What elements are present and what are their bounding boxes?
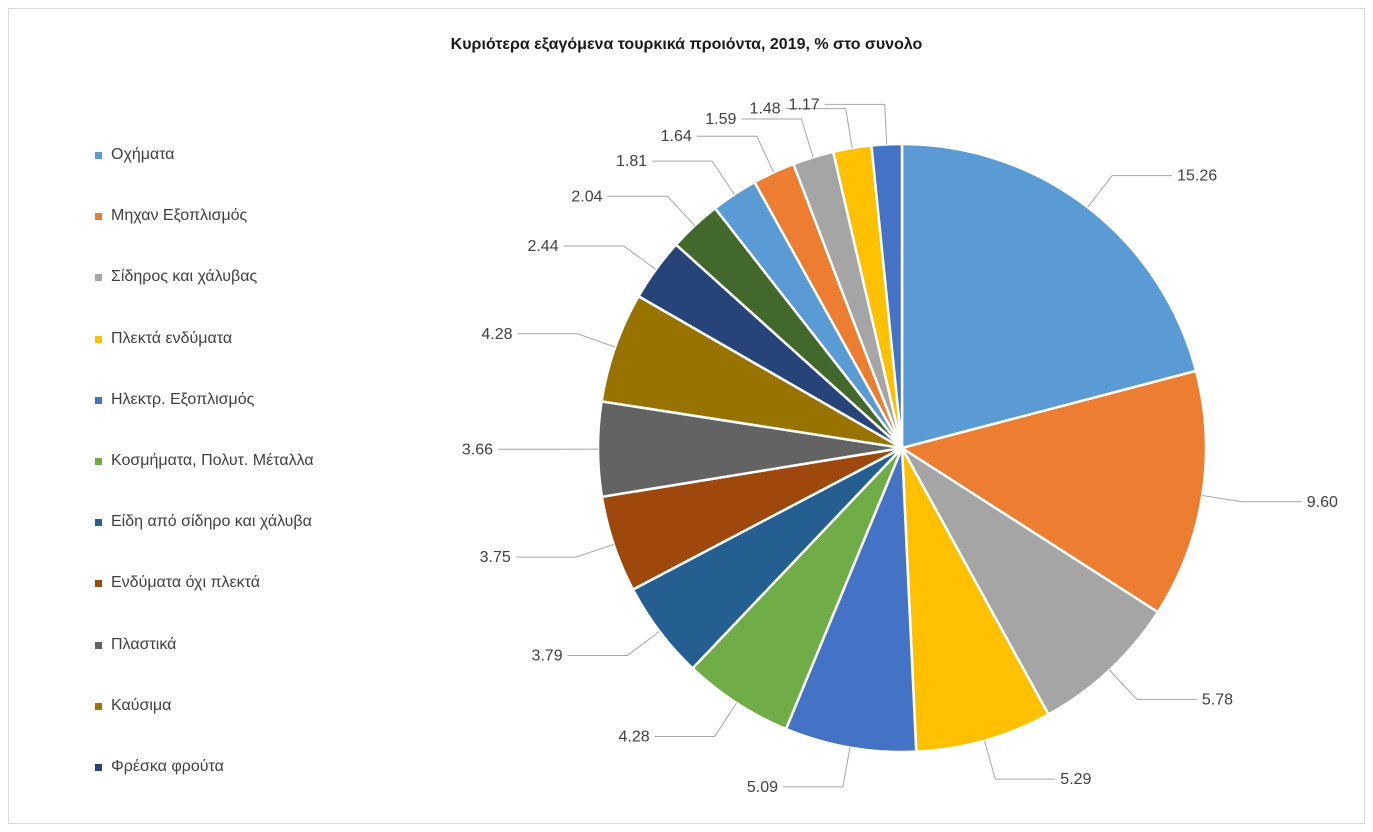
legend-item: Πλαστικά xyxy=(95,636,314,697)
pie-slice xyxy=(900,446,1160,717)
legend-item: Πλεκτά ενδύματα xyxy=(95,330,314,391)
data-label: 2.04 xyxy=(571,188,602,205)
leader-line xyxy=(1087,175,1173,208)
leader-line xyxy=(696,135,775,173)
legend-item: Φρέσκα φρούτα xyxy=(95,758,314,819)
legend-label: Πλεκτά ενδύματα xyxy=(111,329,233,347)
pie-slice xyxy=(898,369,1208,614)
leader-line xyxy=(984,740,1056,780)
legend-label: Ενδύματα όχι πλεκτά xyxy=(111,574,260,592)
leader-line xyxy=(607,195,696,226)
leader-line xyxy=(654,702,737,737)
data-label: 5.78 xyxy=(1202,691,1233,708)
legend-label: Ηλεκτρ. Εξοπλισμός xyxy=(111,390,255,408)
leader-line xyxy=(515,543,614,558)
leader-line xyxy=(1202,495,1302,503)
legend-label: Οχήματα xyxy=(111,146,175,163)
data-label: 1.17 xyxy=(789,96,820,113)
data-label: 15.26 xyxy=(1177,168,1217,185)
chart-title: Κυριότερα εξαγόμενα τουρκικά προιόντα, 2… xyxy=(450,36,923,53)
legend-label: Φρέσκα φρούτα xyxy=(111,757,224,775)
data-label: 3.79 xyxy=(531,648,562,665)
legend-item: Καύσιμα xyxy=(95,697,314,758)
data-label: 9.60 xyxy=(1307,494,1338,511)
data-label: 1.48 xyxy=(750,101,781,118)
pie-slice xyxy=(900,447,1051,753)
legend-swatch xyxy=(95,641,102,649)
legend-label: Μηχαν Εξοπλισμός xyxy=(111,207,248,225)
leader-line xyxy=(652,160,735,195)
legend-item: Σίδηρος και χάλυβας xyxy=(95,268,314,329)
data-label: 1.59 xyxy=(705,111,736,128)
legend-label: Είδη από σίδηρο και χάλυβα xyxy=(111,513,312,531)
legend-item: Οχήματα xyxy=(95,146,314,207)
legend-swatch xyxy=(95,213,102,221)
legend-swatch xyxy=(95,396,102,404)
data-label: 3.66 xyxy=(462,441,493,458)
leader-line xyxy=(1109,669,1197,700)
legend-swatch xyxy=(95,457,102,465)
legend: Οχήματα Μηχαν Εξοπλισμός Σίδηρος και χάλυβ… xyxy=(95,146,314,819)
legend-swatch xyxy=(95,580,102,588)
pie-slice xyxy=(900,142,1198,450)
legend-swatch xyxy=(95,274,102,282)
legend-item: Ηλεκτρ. Εξοπλισμός xyxy=(95,391,314,452)
data-label: 5.09 xyxy=(747,779,778,796)
data-label: 2.44 xyxy=(527,238,558,255)
legend-item: Κοσμήματα, Πολυτ. Μέταλλα xyxy=(95,452,314,513)
data-label: 4.28 xyxy=(481,326,512,343)
data-label: 3.75 xyxy=(480,549,511,566)
leader-line xyxy=(741,118,814,158)
legend-swatch xyxy=(95,519,102,527)
legend-item: Είδη από σίδηρο και χάλυβα xyxy=(95,513,314,574)
legend-label: Πλαστικά xyxy=(111,635,177,653)
leader-line xyxy=(563,245,657,270)
data-label: 1.64 xyxy=(661,128,692,145)
legend-item: Ενδύματα όχι πλεκτά xyxy=(95,574,314,635)
legend-swatch xyxy=(95,152,102,159)
legend-label: Καύσιμα xyxy=(111,696,172,714)
legend-item: Μηχαν Εξοπλισμός xyxy=(95,207,314,268)
leader-line xyxy=(517,333,616,348)
data-label: 4.28 xyxy=(619,729,650,746)
leader-line xyxy=(824,103,888,145)
legend-label: Σίδηρος και χάλυβας xyxy=(111,268,258,286)
legend-swatch xyxy=(95,335,102,343)
data-label: 1.81 xyxy=(616,153,647,170)
legend-swatch xyxy=(95,702,102,710)
data-label: 5.29 xyxy=(1060,771,1091,788)
legend-label: Κοσμήματα, Πολυτ. Μέταλλα xyxy=(111,451,314,469)
leader-line xyxy=(783,747,851,788)
legend-swatch xyxy=(95,763,102,771)
leader-line xyxy=(785,108,853,149)
leader-line xyxy=(567,631,660,656)
